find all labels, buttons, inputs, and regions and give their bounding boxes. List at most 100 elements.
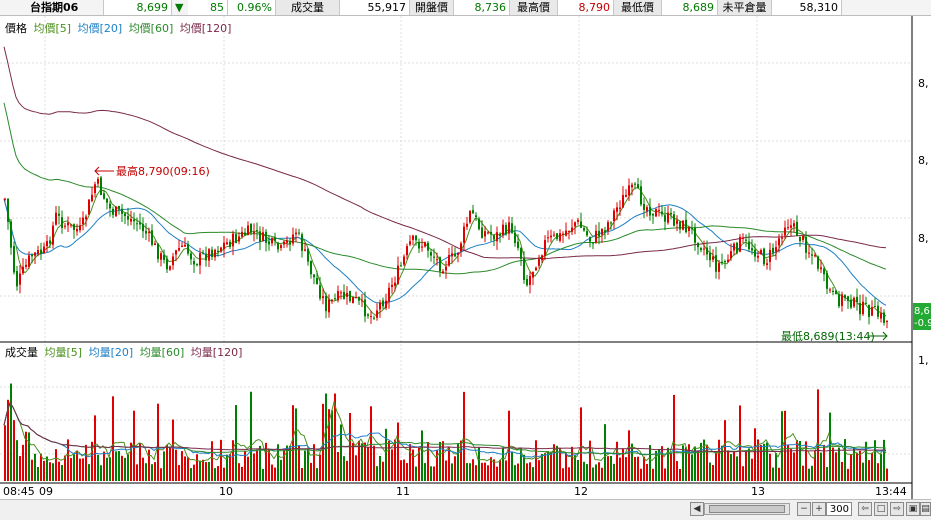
volume-bar-67 [205,462,207,481]
candle-body [478,218,480,230]
candle-body [202,252,204,254]
candle-body [535,267,537,271]
chart-area[interactable]: 最高8,790(09:16) 最低8,689(13:44) 8, 8, 8, 1… [0,16,931,499]
candle-body [556,233,558,240]
candle-body [532,271,534,278]
candle-body [562,233,564,235]
candle-196 [592,241,594,250]
chart-menu-button[interactable]: ▤ [920,502,931,516]
candle-body [250,223,252,233]
candle-body [349,290,351,302]
volume-bar-203 [613,463,615,481]
candle-122 [370,310,372,324]
candle-body [334,298,336,300]
candle-30 [94,181,96,198]
zoom-in-button[interactable]: + [812,502,826,516]
volume-bar-113 [343,456,345,481]
candle-body [70,224,72,226]
candle-211 [637,177,639,189]
volume-bar-181 [547,451,549,481]
low-label: 最低價 [614,0,662,15]
candle-body [727,259,729,263]
volume-value: 55,917 [340,0,410,15]
volume-bar-240 [724,420,726,481]
candle-234 [706,240,708,261]
candle-body [523,258,525,280]
volume-bar-72 [220,439,222,481]
legend-vma60: 均量[60] [139,346,185,359]
last-price-tag-pct: -0.9 [914,318,931,329]
candle-body [694,227,696,243]
candle-111 [337,285,339,303]
candle-body [541,255,543,261]
volume-bar-12 [40,453,42,481]
candle-body [382,300,384,307]
page-left-button[interactable]: ⇦ [858,502,872,516]
candle-73 [223,236,225,258]
scrollbar-thumb[interactable] [709,505,785,513]
volume-bar-2 [10,383,12,481]
page-right-button[interactable]: ⇨ [890,502,904,516]
candle-body [631,184,633,188]
volume-bar-279 [841,461,843,481]
volume-bar-8 [28,432,30,481]
candle-173 [523,251,525,284]
volume-bar-39 [121,455,123,481]
candle-body [100,177,102,196]
volume-bar-83 [253,453,255,481]
legend-ma5: 均價[5] [33,22,72,35]
volume-bar-228 [688,444,690,481]
volume-bar-131 [397,422,399,481]
volume-bar-187 [565,452,567,481]
volume-bar-116 [352,442,354,481]
candle-body [655,209,657,217]
volume-bar-121 [367,447,369,481]
candle-228 [688,226,690,238]
candle-body [262,232,264,242]
candle-5 [19,265,21,294]
candle-body [406,246,408,256]
candle-83 [253,223,255,242]
zoom-out-button[interactable]: − [797,502,811,516]
page-stop-button[interactable]: □ [874,502,888,516]
chart-settings-button[interactable]: ▣ [906,502,920,516]
candle-body [559,233,561,241]
volume-bar-36 [112,396,114,481]
candle-body [106,198,108,203]
candle-212 [640,180,642,207]
candle-body [787,227,789,229]
symbol-name[interactable]: 台指期06 [0,0,104,15]
candle-body [847,296,849,302]
candle-1 [7,198,9,230]
candle-15 [49,236,51,248]
volume-bar-161 [487,465,489,481]
candle-body [127,216,129,220]
volume-bar-158 [478,447,480,481]
candle-body [607,222,609,232]
volume-bar-224 [676,461,678,481]
candle-167 [505,222,507,236]
volume-bar-75 [229,454,231,481]
candle-body [886,320,888,323]
candle-body [580,221,582,228]
volume-bar-264 [796,440,798,481]
candle-97 [295,228,297,243]
candle-body [679,221,681,230]
scroll-left-button[interactable]: ◀ [690,502,704,516]
volume-bar-142 [430,466,432,481]
scrollbar-track[interactable] [704,503,790,515]
candle-body [439,257,441,272]
candle-155 [469,210,471,224]
candle-191 [577,218,579,225]
candle-body [742,237,744,239]
candle-189 [571,219,573,235]
candle-body [595,230,597,243]
zoom-level-field[interactable]: 300 [826,502,852,516]
time-axis-labels: 08:45 09 10 11 12 13 13:44 [3,485,907,498]
candle-24 [76,223,78,236]
volume-bar-206 [622,448,624,481]
candle-123 [373,315,375,321]
candle-184 [556,232,558,241]
candle-204 [616,202,618,221]
volume-bar-173 [523,454,525,481]
